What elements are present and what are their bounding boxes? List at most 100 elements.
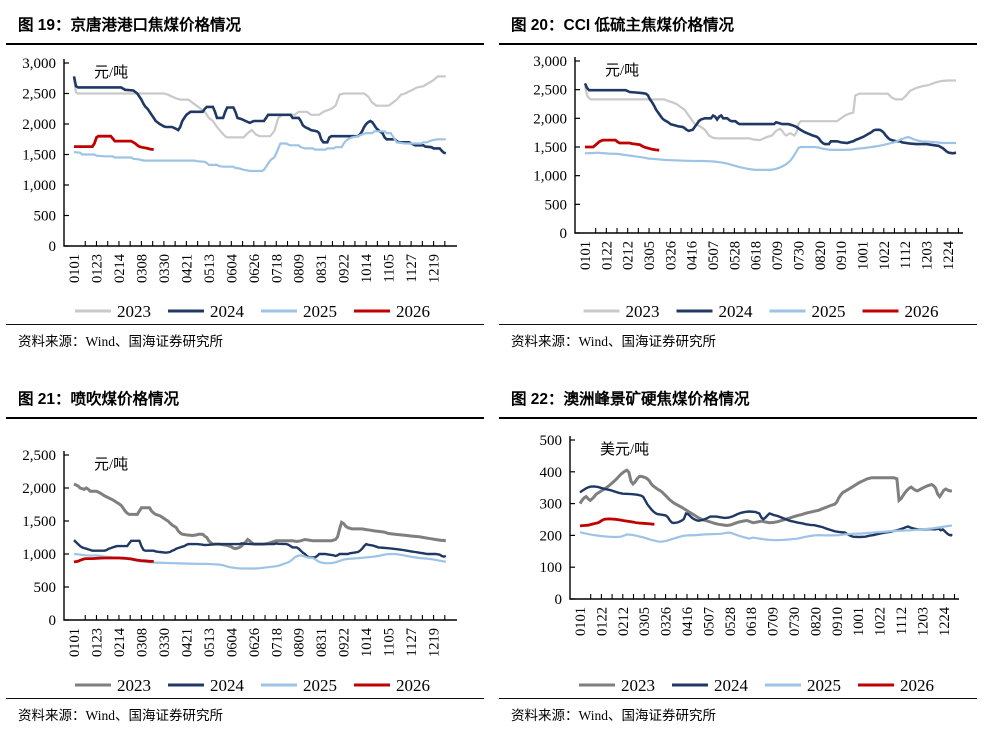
title-rule — [6, 43, 484, 45]
y-tick-label: 0 — [555, 592, 563, 608]
legend-label: 2024 — [714, 676, 749, 695]
chart-svg-20: 0 500 1,000 1,500 2,000 2,500 3,000 0101 0122 021… — [533, 54, 963, 321]
legend-label: 2025 — [303, 676, 337, 695]
x-tick-label: 0730 — [791, 241, 807, 270]
y-tick-label: 0 — [49, 239, 57, 255]
source-divider — [499, 324, 977, 325]
figure-22-title: 图 22：澳洲峰景矿硬焦煤价格情况 — [511, 391, 750, 408]
x-tick-label: 0326 — [659, 607, 675, 636]
y-tick-label: 1,500 — [533, 140, 567, 156]
series-line-2025 — [73, 130, 446, 173]
x-tick-label: 1001 — [851, 607, 867, 636]
line-chart-22: 0 100 200 300 400 500 0101 0122 0212 0305 0326 0416… — [495, 420, 981, 698]
y-tick-label: 1,000 — [533, 169, 567, 185]
x-tick-label: 0604 — [224, 253, 240, 283]
x-tick-label: 0922 — [337, 628, 353, 657]
legend-label: 2026 — [396, 676, 430, 695]
y-tick-label: 500 — [540, 433, 563, 449]
source-divider — [499, 698, 977, 699]
chart-svg-21: 0 500 1,000 1,500 2,000 2,500 0101 0123 0214 0308… — [22, 448, 457, 695]
figure-20-title: 图 20：CCI 低硫主焦煤价格情况 — [511, 17, 735, 34]
legend-label: 2024 — [719, 302, 754, 321]
y-tick-label: 2,500 — [22, 448, 56, 464]
x-tick-label: 0101 — [67, 254, 83, 283]
legend-item-2025: 2025 — [261, 302, 337, 321]
y-tick-label: 1,500 — [22, 514, 56, 530]
x-tick-label: 0122 — [594, 607, 610, 636]
x-tick-label: 0718 — [269, 628, 285, 657]
x-tick-label: 0604 — [224, 627, 240, 657]
x-tick-label: 1001 — [855, 241, 871, 270]
x-tick-label: 0101 — [67, 628, 83, 657]
x-tick-label: 0416 — [680, 607, 696, 636]
series-line-2024 — [579, 485, 953, 539]
x-tick-label: 1203 — [919, 241, 935, 270]
y-tick-label: 2,500 — [533, 83, 567, 99]
legend-label: 2023 — [117, 676, 151, 695]
series-line-2023 — [578, 468, 952, 528]
figure-21-title: 图 21：喷吹煤价格情况 — [18, 391, 180, 408]
x-tick-label: 0820 — [813, 241, 829, 270]
x-tick-label: 1112 — [898, 241, 914, 269]
chart-svg-19: 0 500 1,000 1,500 2,000 2,500 3,000 0101 0123 021… — [22, 56, 457, 321]
unit-label: 元/吨 — [605, 62, 639, 79]
unit-label: 美元/吨 — [600, 441, 649, 458]
y-tick-label: 400 — [540, 465, 563, 481]
figure-panel-20: 图 20：CCI 低硫主焦煤价格情况 0 500 1,000 1,500 2,000 2,… — [493, 0, 986, 374]
legend-item-2023: 2023 — [75, 302, 151, 321]
x-tick-label: 1203 — [915, 607, 931, 636]
x-tick-label: 0212 — [621, 241, 637, 270]
legend-item-2025: 2025 — [769, 302, 846, 321]
y-tick-label: 1,500 — [22, 148, 56, 164]
x-tick-label: 0421 — [179, 628, 195, 657]
figure-panel-22: 图 22：澳洲峰景矿硬焦煤价格情况 0 100 200 300 400 500 0101 01… — [493, 374, 986, 748]
x-tick-label: 0122 — [599, 241, 615, 270]
figure-20-source: 资料来源：Wind、国海证券研究所 — [511, 334, 716, 349]
legend-item-2026: 2026 — [862, 302, 939, 321]
x-tick-label: 0326 — [663, 241, 679, 270]
line-chart-19: 0 500 1,000 1,500 2,000 2,500 3,000 0101 0123 021… — [2, 46, 488, 324]
legend-item-2026: 2026 — [858, 676, 934, 695]
legend-item-2026: 2026 — [354, 302, 430, 321]
series-line-2024 — [583, 82, 957, 155]
series-line-2025 — [579, 524, 953, 543]
x-tick-label: 0831 — [314, 254, 330, 283]
x-tick-label: 0910 — [834, 241, 850, 270]
legend-item-2025: 2025 — [765, 676, 841, 695]
x-tick-label: 0421 — [179, 254, 195, 283]
x-tick-label: 1014 — [359, 253, 375, 283]
y-tick-label: 100 — [540, 560, 563, 576]
x-tick-label: 0618 — [744, 607, 760, 636]
figure-22-source: 资料来源：Wind、国海证券研究所 — [511, 708, 716, 723]
legend-label: 2026 — [900, 676, 934, 695]
y-tick-label: 1,000 — [22, 178, 56, 194]
x-tick-label: 0212 — [616, 607, 632, 636]
y-tick-label: 2,000 — [22, 117, 56, 133]
x-tick-label: 0123 — [89, 254, 105, 283]
x-tick-label: 0809 — [292, 254, 308, 283]
x-tick-label: 0308 — [134, 628, 150, 657]
x-tick-label: 1112 — [894, 607, 910, 635]
legend-item-2024: 2024 — [168, 302, 245, 321]
line-chart-20: 0 500 1,000 1,500 2,000 2,500 3,000 0101 0122 021… — [495, 46, 981, 324]
x-tick-label: 1224 — [937, 606, 953, 636]
y-tick-label: 1,000 — [22, 547, 56, 563]
legend-item-2023: 2023 — [583, 302, 660, 321]
chart-svg-22: 0 100 200 300 400 500 0101 0122 0212 0305 0326 0416… — [540, 433, 959, 695]
x-tick-label: 0528 — [723, 607, 739, 636]
y-tick-label: 2,000 — [22, 481, 56, 497]
series-line-2026 — [579, 517, 655, 528]
x-tick-label: 1219 — [427, 628, 443, 657]
x-tick-label: 1105 — [382, 254, 398, 282]
x-tick-label: 0626 — [247, 254, 263, 283]
x-tick-label: 0214 — [112, 253, 128, 283]
x-tick-label: 0709 — [770, 241, 786, 270]
y-tick-label: 2,500 — [22, 87, 56, 103]
unit-label: 元/吨 — [94, 64, 128, 81]
x-tick-label: 0730 — [787, 607, 803, 636]
x-tick-label: 0528 — [727, 241, 743, 270]
y-tick-label: 2,000 — [533, 111, 567, 127]
source-divider — [6, 698, 484, 699]
series-line-2025 — [584, 135, 956, 172]
y-tick-label: 500 — [545, 197, 568, 213]
